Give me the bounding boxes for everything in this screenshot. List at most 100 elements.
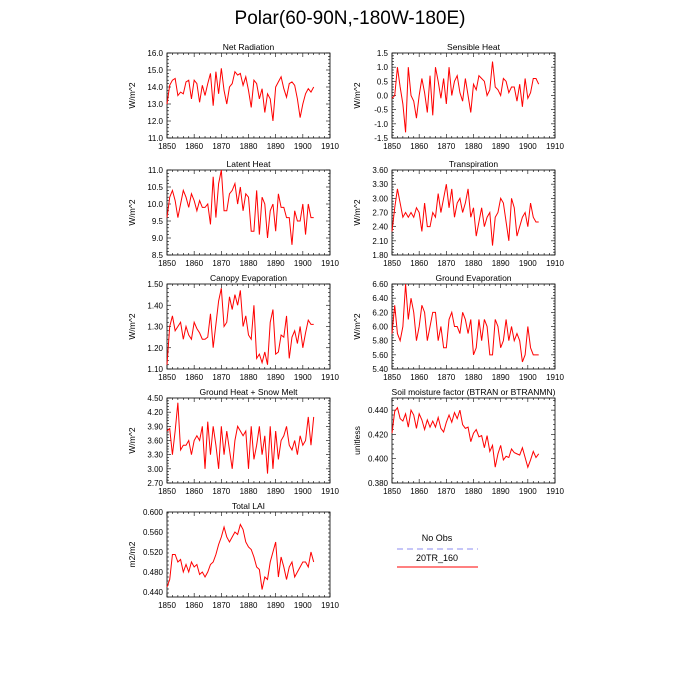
x-tick-label: 1890 (492, 259, 510, 268)
y-axis-label: W/m^2 (127, 82, 137, 108)
x-tick-label: 1910 (546, 487, 564, 496)
y-tick-label: 0.520 (143, 548, 164, 557)
y-axis-label: W/m^2 (127, 427, 137, 453)
y-tick-label: 0.400 (368, 455, 389, 464)
chart-title: Ground Evaporation (435, 273, 511, 283)
x-tick-label: 1870 (212, 601, 230, 610)
x-tick-label: 1900 (294, 373, 312, 382)
y-tick-label: 0.420 (368, 430, 389, 439)
y-tick-label: 1.50 (147, 280, 163, 289)
x-tick-label: 1890 (267, 373, 285, 382)
chart-panel: Net Radiation W/m^2 1850 1860 1870 1880 1890 19… (127, 42, 339, 151)
y-tick-label: 0.0 (377, 92, 389, 101)
plot-frame (391, 283, 556, 370)
y-tick-label: 16.0 (147, 49, 163, 58)
x-tick-label: 1860 (410, 487, 428, 496)
y-tick-label: 11.0 (148, 166, 164, 175)
chart-panel: Total LAI m2/m2 1850 1860 1870 1880 1890 1900 19… (127, 501, 339, 610)
y-tick-label: 0.5 (377, 77, 389, 86)
x-tick-label: 1850 (158, 487, 176, 496)
chart-title: Sensible Heat (447, 42, 501, 52)
y-tick-label: 3.90 (147, 422, 163, 431)
x-tick-label: 1890 (267, 487, 285, 496)
x-tick-label: 1850 (383, 487, 401, 496)
chart-panel: Ground Heat + Snow Melt W/m^2 1850 1860 1870… (127, 387, 339, 496)
y-tick-label: 5.40 (372, 365, 388, 374)
y-tick-label: 0.600 (143, 508, 164, 517)
plot-frame (391, 397, 556, 484)
x-tick-label: 1910 (321, 487, 339, 496)
y-tick-label: 3.00 (372, 194, 388, 203)
y-tick-label: 3.30 (372, 180, 388, 189)
x-tick-label: 1870 (437, 259, 455, 268)
y-axis-label: W/m^2 (127, 313, 137, 339)
plot-frame (166, 169, 331, 256)
y-tick-label: 6.40 (372, 294, 388, 303)
y-tick-label: 2.40 (372, 223, 388, 232)
y-tick-label: 10.5 (147, 183, 163, 192)
x-tick-label: 1870 (212, 373, 230, 382)
x-tick-label: 1880 (240, 259, 258, 268)
legend-title: No Obs (422, 533, 453, 543)
x-tick-label: 1880 (465, 373, 483, 382)
chart-panel: Transpiration W/m^2 1850 1860 1870 1880 1890 19… (352, 159, 564, 268)
x-tick-label: 1900 (519, 487, 537, 496)
y-tick-label: 0.440 (143, 588, 164, 597)
plot-frame (166, 283, 331, 370)
y-tick-label: 1.40 (147, 301, 163, 310)
y-tick-label: 9.0 (152, 234, 164, 243)
x-tick-label: 1860 (185, 487, 203, 496)
x-tick-label: 1910 (321, 259, 339, 268)
chart-title: Net Radiation (223, 42, 275, 52)
y-tick-label: 6.60 (372, 280, 388, 289)
x-tick-label: 1910 (321, 373, 339, 382)
y-tick-label: 0.560 (143, 528, 164, 537)
y-tick-label: 6.20 (372, 308, 388, 317)
series-line (166, 169, 314, 245)
series-line (391, 184, 539, 246)
x-tick-label: 1870 (437, 487, 455, 496)
series-line (166, 68, 315, 122)
y-tick-label: 2.10 (372, 237, 388, 246)
x-tick-label: 1860 (410, 259, 428, 268)
y-tick-label: 0.380 (368, 479, 389, 488)
x-tick-label: 1890 (492, 373, 510, 382)
y-tick-label: 12.0 (147, 117, 163, 126)
y-axis-label: W/m^2 (352, 313, 362, 339)
chart-panel: Ground Evaporation W/m^2 1850 1860 1870 1880 1… (352, 273, 564, 382)
y-axis-label: W/m^2 (352, 199, 362, 225)
x-tick-label: 1900 (294, 142, 312, 151)
chart-title: Latent Heat (227, 159, 272, 169)
x-tick-label: 1890 (267, 601, 285, 610)
series-line (391, 283, 539, 363)
y-tick-label: -0.5 (374, 106, 388, 115)
y-axis-label: W/m^2 (352, 82, 362, 108)
x-tick-label: 1900 (519, 259, 537, 268)
y-tick-label: 1.20 (147, 344, 163, 353)
x-tick-label: 1850 (158, 601, 176, 610)
chart-panel: Soil moisture factor (BTRAN or BTRANMN) u… (352, 387, 564, 496)
y-tick-label: 2.70 (147, 479, 163, 488)
chart-title: Total LAI (232, 501, 265, 511)
y-tick-label: -1.5 (374, 134, 388, 143)
x-tick-label: 1890 (492, 142, 510, 151)
x-tick-label: 1900 (294, 601, 312, 610)
x-tick-label: 1850 (158, 373, 176, 382)
x-tick-label: 1860 (185, 142, 203, 151)
x-tick-label: 1860 (185, 601, 203, 610)
x-tick-label: 1860 (410, 373, 428, 382)
y-tick-label: 11.0 (148, 134, 164, 143)
x-tick-label: 1870 (437, 142, 455, 151)
x-tick-label: 1880 (465, 487, 483, 496)
chart-panel: Canopy Evaporation W/m^2 1850 1860 1870 1880 1… (127, 273, 339, 382)
x-tick-label: 1890 (492, 487, 510, 496)
x-tick-label: 1900 (519, 373, 537, 382)
y-tick-label: 14.0 (147, 83, 163, 92)
y-tick-label: 1.80 (372, 251, 388, 260)
x-tick-label: 1880 (240, 487, 258, 496)
series-line (391, 406, 540, 469)
plot-frame (166, 511, 331, 598)
y-tick-label: 9.5 (152, 217, 164, 226)
x-tick-label: 1880 (240, 142, 258, 151)
y-tick-label: 3.60 (372, 166, 388, 175)
